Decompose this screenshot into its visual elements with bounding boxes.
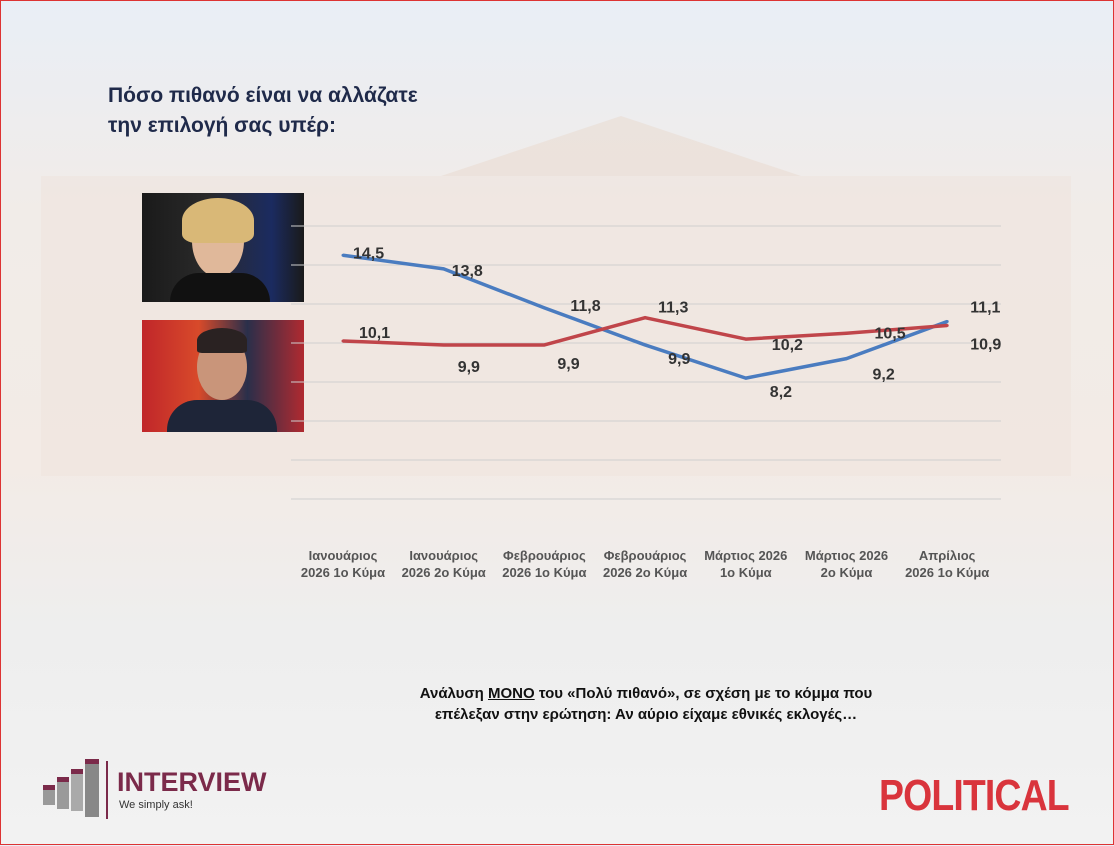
photo-blue-series-person [142,193,304,302]
data-label: 11,8 [570,298,600,315]
data-point [845,357,848,361]
chart-title: Πόσο πιθανό είναι να αλλάζατε την επιλογ… [108,81,418,141]
bars-logo-icon [43,759,99,817]
background-pediment [441,116,801,176]
data-point [341,253,345,257]
series-line-red [342,315,948,347]
x-tick-line: Μάρτιος 2026 [804,548,889,563]
x-tick-line: 2026 1ο Κύμα [502,565,587,580]
x-tick-line: Απρίλιος [918,548,976,563]
data-point [744,376,748,380]
x-tick-label: Ιανουάριος 2026 1ο Κύμα [288,547,398,581]
x-tick-label: Φεβρουάριος 2026 2ο Κύμα [590,547,700,581]
footnote: Ανάλυση ΜΟΝΟ του «Πολύ πιθανό», σε σχέση… [419,685,873,723]
data-point [542,343,546,347]
data-label: 9,2 [873,367,895,384]
data-label: 10,9 [970,336,1001,353]
data-point [442,267,446,271]
x-tick-line: 2ο Κύμα [820,565,873,580]
x-tick-line: Μάρτιος 2026 [704,548,788,563]
data-point [744,337,748,341]
data-label: 11,1 [970,300,1000,317]
x-tick-label: Απρίλιος 2026 1ο Κύμα [892,547,1002,581]
logo-name: INTERVIEW [117,767,267,797]
data-point [542,306,546,310]
data-label: 10,1 [359,325,390,342]
x-tick-label: Φεβρουάριος 2026 1ο Κύμα [489,547,599,581]
political-logo: POLITICAL [879,771,1070,820]
x-tick-line: 2026 2ο Κύμα [602,565,688,580]
x-tick-line: 2026 1ο Κύμα [905,565,990,580]
x-tick-line: Ιανουάριος [308,548,378,563]
data-point [845,331,848,335]
interview-logo: INTERVIEW We simply ask! [41,759,281,821]
photo-red-series-person [142,320,304,432]
data-point [442,343,446,347]
x-tick-line: Φεβρουάριος [603,548,687,563]
title-line-1: Πόσο πιθανό είναι να αλλάζατε [108,84,418,107]
data-label: 9,9 [458,359,480,376]
title-line-2: την επιλογή σας υπέρ: [108,114,336,137]
x-tick-line: Φεβρουάριος [503,548,586,563]
data-point [643,343,647,347]
data-point [945,320,949,324]
x-tick-label: Μάρτιος 2026 1ο Κύμα [691,547,801,581]
x-tick-line: 2026 1ο Κύμα [300,565,386,580]
data-label: 13,8 [452,263,483,280]
data-label: 8,2 [770,384,792,401]
x-tick-line: 1ο Κύμα [719,565,772,580]
data-label: 9,9 [557,356,579,373]
data-label: 10,2 [772,337,803,354]
data-label: 10,5 [875,325,906,342]
x-tick-label: Ιανουάριος 2026 2ο Κύμα [389,547,499,581]
data-label: 14,5 [353,245,384,262]
data-label: 9,9 [668,351,690,368]
data-label: 11,3 [658,300,688,317]
footnote-emphasis: ΜΟΝΟ [487,685,535,702]
x-tick-line: Ιανουάριος [409,548,479,563]
data-point [341,339,345,343]
x-tick-line: 2026 2ο Κύμα [401,565,486,580]
data-point [643,316,647,320]
data-point [945,323,949,327]
logo-tagline: We simply ask! [119,799,193,811]
x-tick-label: Μάρτιος 2026 2ο Κύμα [792,547,902,581]
